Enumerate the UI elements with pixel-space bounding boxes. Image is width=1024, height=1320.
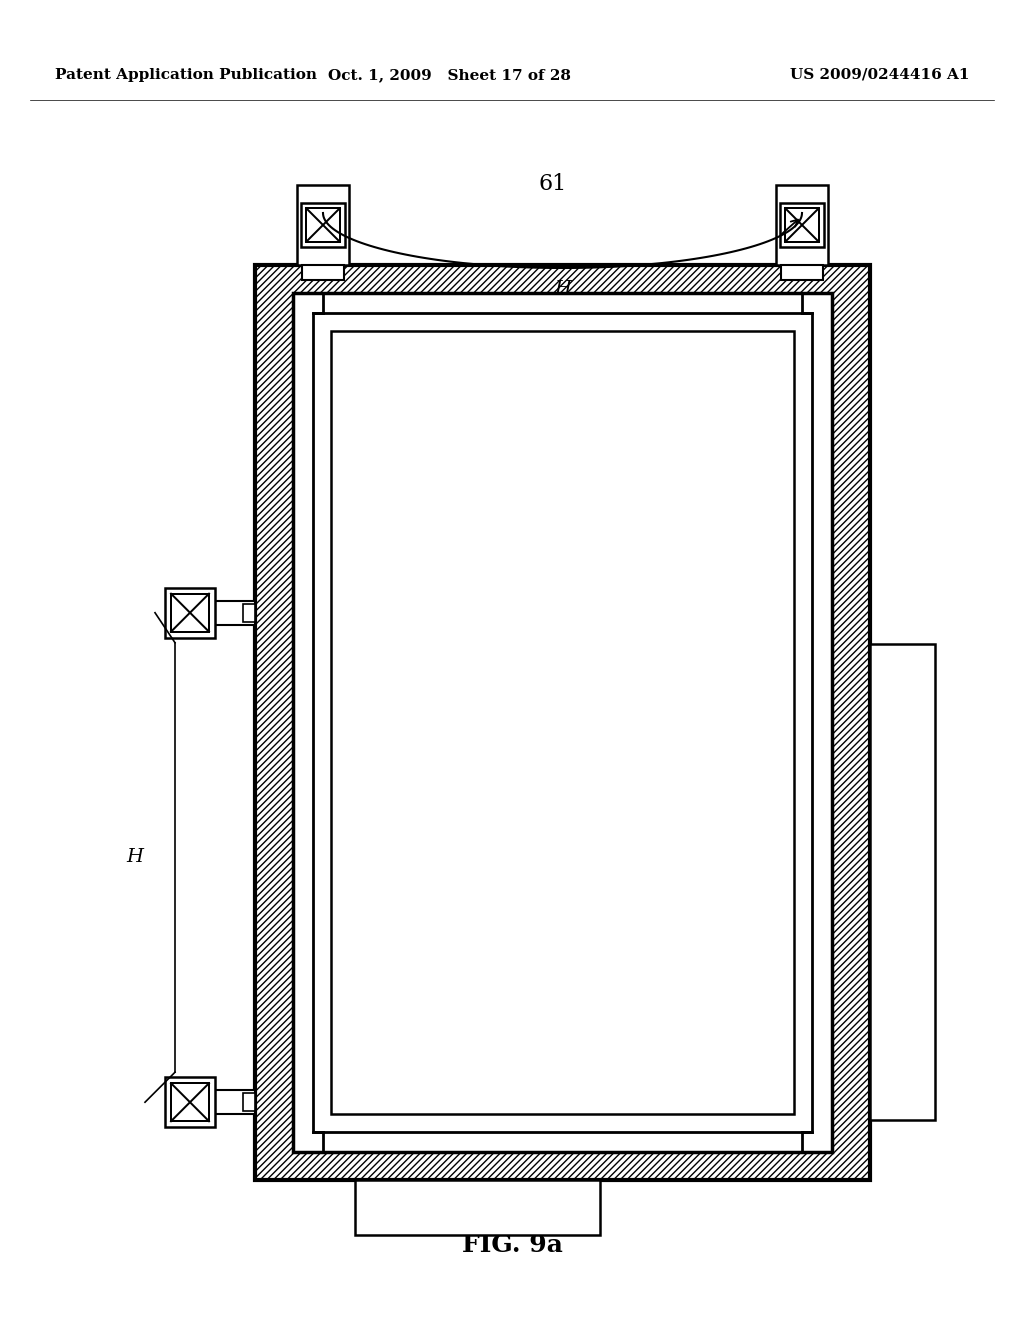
Bar: [215, 601, 255, 624]
Bar: [313, 313, 812, 1133]
Text: 61: 61: [539, 173, 566, 195]
Bar: [301, 203, 345, 247]
Bar: [776, 185, 828, 265]
Bar: [297, 185, 349, 265]
Text: FIG. 9a: FIG. 9a: [462, 1233, 562, 1257]
Bar: [331, 331, 794, 1114]
Text: H: H: [554, 280, 571, 298]
Text: H: H: [127, 849, 143, 866]
Bar: [306, 209, 340, 242]
Bar: [171, 1084, 209, 1121]
Bar: [171, 594, 209, 632]
Bar: [355, 1180, 600, 1236]
Text: Oct. 1, 2009   Sheet 17 of 28: Oct. 1, 2009 Sheet 17 of 28: [329, 69, 571, 82]
Bar: [165, 1077, 215, 1127]
Bar: [293, 293, 831, 1152]
Bar: [243, 603, 255, 622]
Bar: [785, 209, 819, 242]
Bar: [780, 203, 824, 247]
Text: Patent Application Publication: Patent Application Publication: [55, 69, 317, 82]
Bar: [165, 587, 215, 638]
Bar: [215, 1090, 255, 1114]
Bar: [781, 265, 823, 280]
Bar: [870, 644, 935, 1119]
Bar: [302, 265, 344, 280]
Text: US 2009/0244416 A1: US 2009/0244416 A1: [791, 69, 970, 82]
Bar: [255, 265, 870, 1180]
Bar: [243, 1093, 255, 1111]
Text: 611: 611: [774, 442, 809, 528]
